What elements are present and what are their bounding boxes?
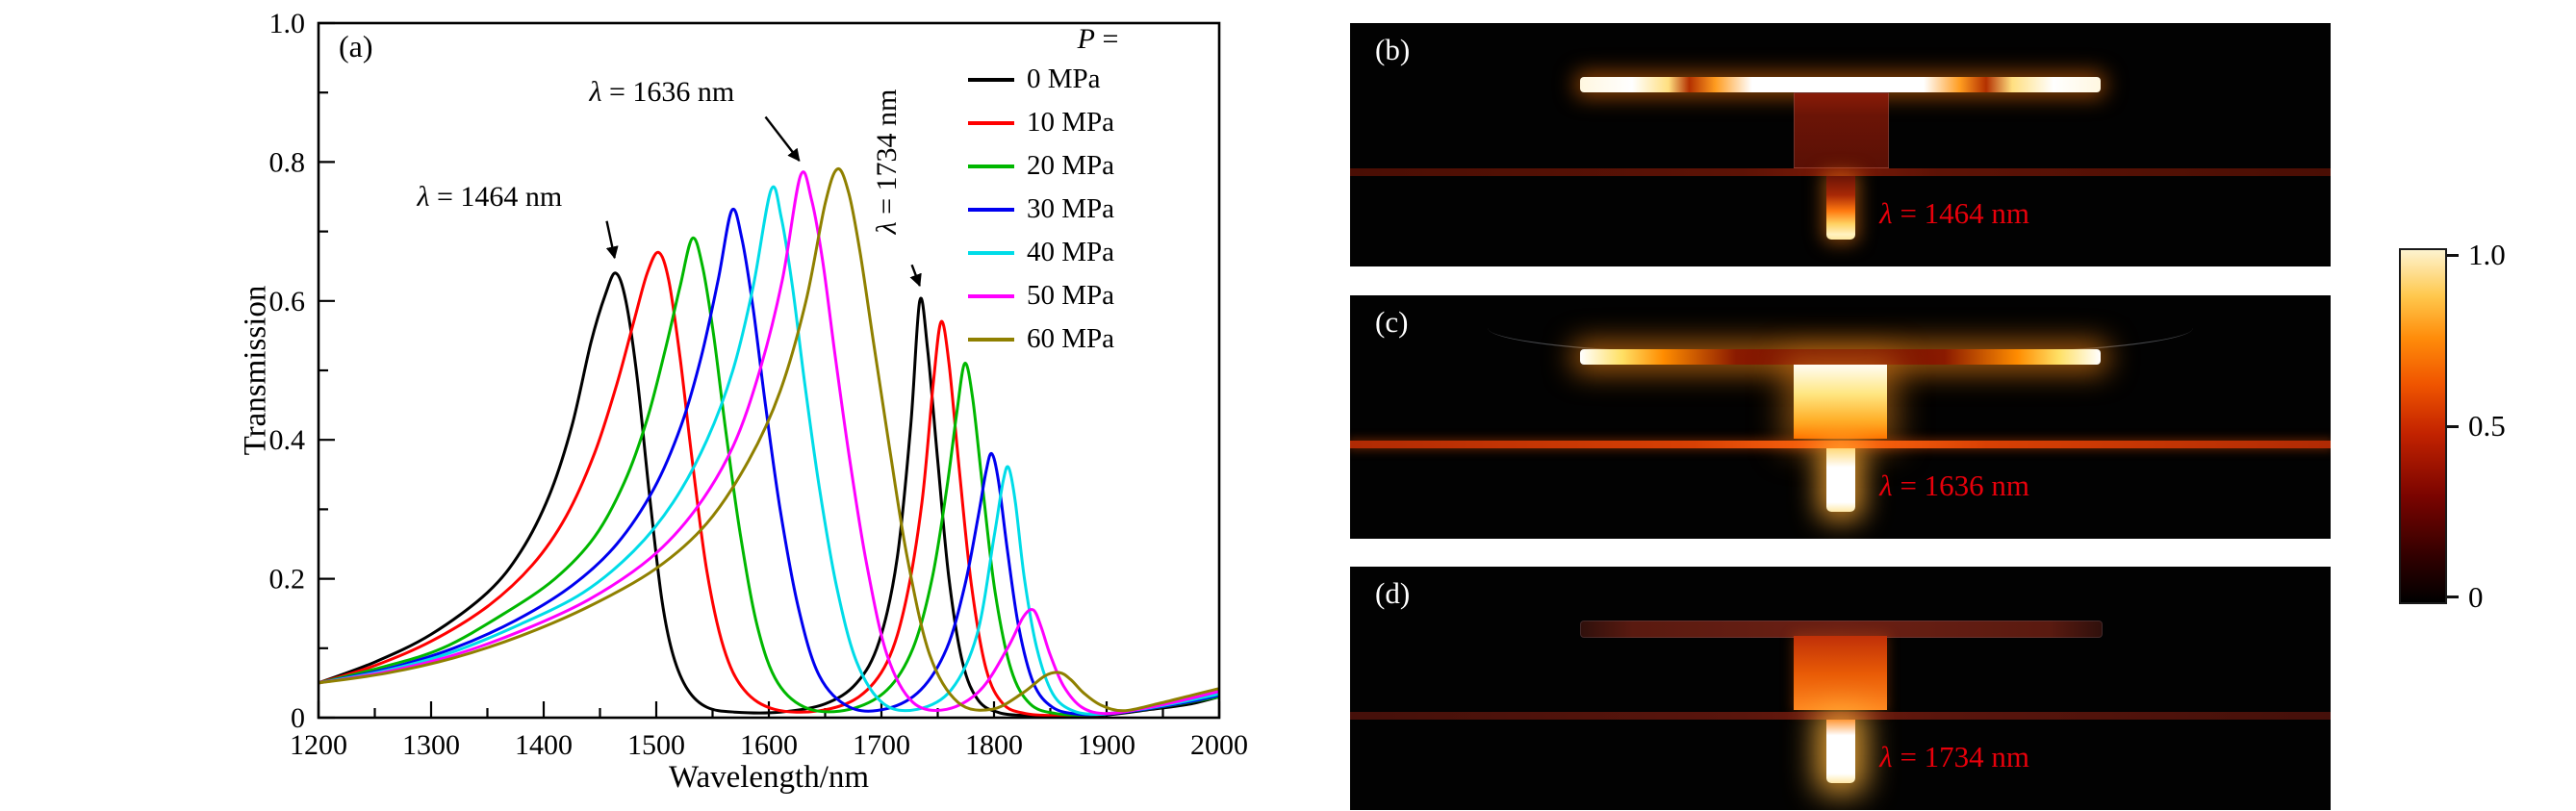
wavelength-label-c: λ = 1636 nm xyxy=(1879,468,2030,502)
panel-d-label: (d) xyxy=(1375,576,1411,610)
legend-item-label: 40 MPa xyxy=(1027,237,1115,267)
legend-item-label: 60 MPa xyxy=(1027,323,1115,354)
colorbar: 1.0 0.5 0 xyxy=(2399,238,2506,614)
colorbar-tick-mark xyxy=(2447,424,2459,428)
cavity-block xyxy=(1793,92,1890,169)
x-tick-label: 1400 xyxy=(515,729,573,761)
stub-resonator xyxy=(1826,176,1855,241)
x-tick-label: 1300 xyxy=(402,729,460,761)
legend-swatch xyxy=(968,120,1014,125)
y-tick-label: 0 xyxy=(291,702,305,734)
series-40-mpa xyxy=(319,185,1219,716)
x-tick-label: 1900 xyxy=(1078,729,1135,761)
bus-waveguide xyxy=(1350,440,2331,449)
legend-swatch xyxy=(968,207,1014,212)
legend-item-label: 10 MPa xyxy=(1027,107,1115,138)
panel-a-label: (a) xyxy=(339,29,373,63)
legend-swatch xyxy=(968,77,1014,82)
legend-item-label: 30 MPa xyxy=(1027,193,1115,224)
legend-swatch xyxy=(968,250,1014,255)
field-map-panel-d: (d) λ = 1734 nm xyxy=(1350,567,2331,810)
colorbar-tick-mark xyxy=(2447,253,2459,257)
colorbar-tick-label: 0 xyxy=(2468,579,2484,614)
x-axis-label: Wavelength/nm xyxy=(668,760,870,795)
x-tick-label: 1800 xyxy=(965,729,1023,761)
y-tick-label: 0.4 xyxy=(269,424,306,456)
y-tick-label: 0.6 xyxy=(269,286,306,317)
series-10-mpa xyxy=(319,250,1219,718)
x-tick-label: 2000 xyxy=(1190,729,1248,761)
colorbar-tick: 0.5 xyxy=(2447,409,2506,444)
tick-labels: 1200 1300 1400 1500 1600 1700 1800 1900 2000 0 0.2… xyxy=(269,8,1249,761)
field-map-panel-c: (c) λ = 1636 nm xyxy=(1350,295,2331,539)
legend-item-label: 20 MPa xyxy=(1027,150,1115,181)
legend-item: 10 MPa xyxy=(968,101,1214,144)
x-tick-label: 1200 xyxy=(290,729,347,761)
colorbar-gradient xyxy=(2399,248,2447,604)
resonator-bar xyxy=(1580,76,2101,93)
colorbar-tick: 0 xyxy=(2447,580,2484,615)
legend-item-label: 0 MPa xyxy=(1027,63,1101,94)
series-50-mpa xyxy=(319,170,1219,716)
y-tick-label: 0.8 xyxy=(269,146,306,178)
bus-waveguide xyxy=(1350,711,2331,721)
legend-items: 0 MPa 10 MPa 20 MPa 30 MPa 40 MPa 50 MPa 60 MP… xyxy=(968,58,1214,361)
legend-item: 40 MPa xyxy=(968,231,1214,274)
stub-resonator xyxy=(1826,448,1855,513)
x-tick-label: 1500 xyxy=(627,729,685,761)
plot-frame xyxy=(317,21,1221,720)
legend-item: 60 MPa xyxy=(968,317,1214,361)
legend-title: P = xyxy=(1077,23,1119,55)
annotation-arrows xyxy=(605,115,922,288)
panel-b-label: (b) xyxy=(1375,33,1411,66)
legend-swatch xyxy=(968,164,1014,168)
series-60-mpa xyxy=(319,167,1219,713)
bus-waveguide xyxy=(1350,167,2331,177)
y-tick-label: 1.0 xyxy=(269,8,306,39)
series-20-mpa xyxy=(319,236,1219,717)
colorbar-tick-label: 0.5 xyxy=(2468,409,2506,443)
cavity-block xyxy=(1793,365,1888,440)
colorbar-tick-label: 1.0 xyxy=(2468,238,2506,272)
x-tick-label: 1600 xyxy=(740,729,798,761)
wavelength-label-d: λ = 1734 nm xyxy=(1879,739,2030,773)
series-30-mpa xyxy=(319,207,1219,717)
legend-item: 30 MPa xyxy=(968,188,1214,231)
panel-c-label: (c) xyxy=(1375,305,1409,339)
cavity-block xyxy=(1793,636,1888,711)
resonator-bar xyxy=(1580,348,2101,366)
y-tick-label: 0.2 xyxy=(269,564,306,596)
legend-item: 50 MPa xyxy=(968,274,1214,317)
series-curves xyxy=(319,167,1219,718)
transmission-chart-panel: 1200 1300 1400 1500 1600 1700 1800 1900 2000 0 0.2… xyxy=(238,8,1249,795)
chart-plot: 1200 1300 1400 1500 1600 1700 1800 1900 2000 0 0.2… xyxy=(269,8,1249,761)
field-map-panel-b: (b) λ = 1464 nm xyxy=(1350,23,2331,266)
stub-resonator xyxy=(1826,720,1855,784)
legend-item: 0 MPa xyxy=(968,58,1214,101)
legend-item-label: 50 MPa xyxy=(1027,280,1115,311)
legend-swatch xyxy=(968,293,1014,298)
colorbar-tick: 1.0 xyxy=(2447,238,2506,272)
colorbar-tick-mark xyxy=(2447,596,2459,599)
chart-legend: P = 0 MPa 10 MPa 20 MPa 30 MPa 40 MPa 50 MPa 6… xyxy=(968,23,1214,361)
legend-item: 20 MPa xyxy=(968,144,1214,188)
wavelength-label-b: λ = 1464 nm xyxy=(1879,195,2030,230)
x-tick-label: 1700 xyxy=(853,729,910,761)
y-axis-label: Transmission xyxy=(238,285,273,456)
legend-swatch xyxy=(968,337,1014,342)
